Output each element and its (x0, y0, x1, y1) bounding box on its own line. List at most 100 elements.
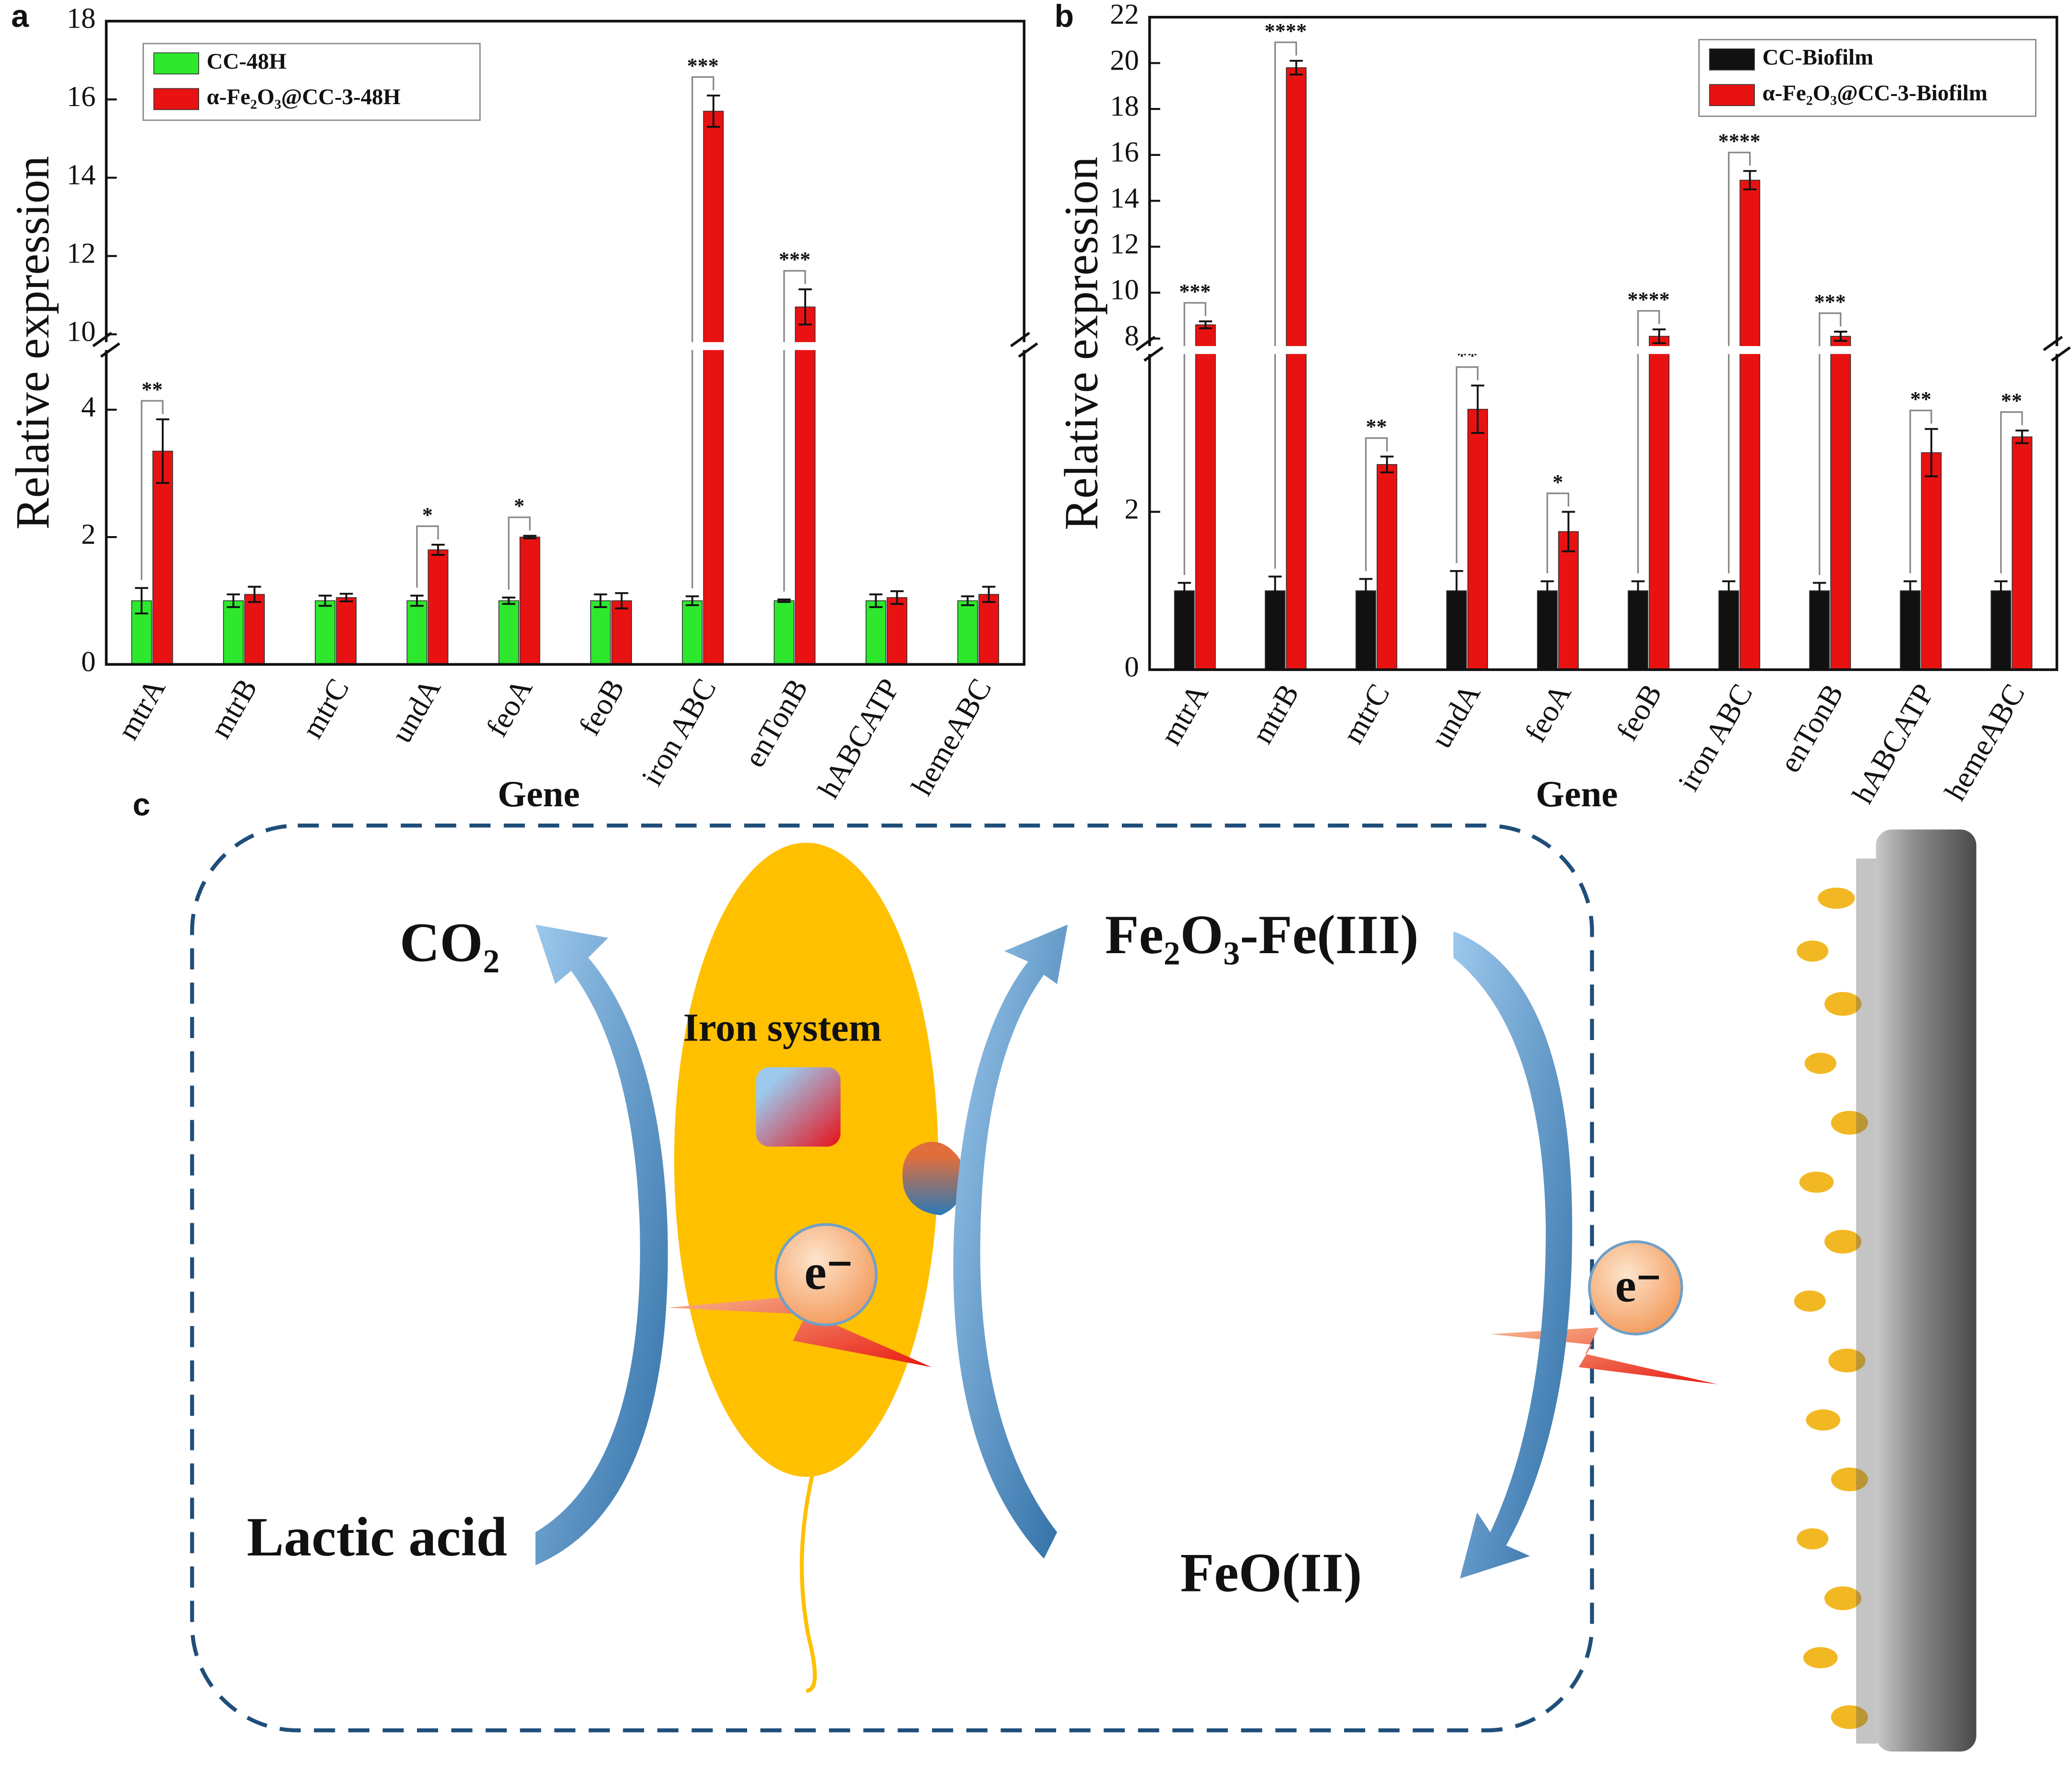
y-tick-label: 0 (81, 646, 95, 678)
y-tick-label: 4 (81, 391, 95, 423)
y-tick-label: 2 (81, 518, 95, 550)
x-tick-label: mtrB (1245, 678, 1306, 749)
bar (1739, 179, 1761, 670)
bar (315, 600, 336, 665)
y-tick-label: 2 (1124, 493, 1139, 525)
x-tick-label: undA (1424, 678, 1487, 753)
significance-bracket (508, 516, 531, 590)
x-axis-label: Gene (498, 773, 580, 814)
error-bar (1904, 580, 1917, 601)
significance-bracket (1546, 492, 1570, 574)
error-bar (502, 597, 515, 605)
error-bar (523, 535, 536, 539)
bar (682, 600, 703, 665)
error-bar (1722, 580, 1736, 601)
diagram: c e⁻ e⁻ CO₂ Iron system Fe₂O₃-Fe(III) La… (132, 787, 1977, 1752)
x-tick-label: enTonB (738, 673, 814, 773)
bar (519, 537, 540, 665)
significance-label: **** (1264, 19, 1307, 43)
error-bar (156, 418, 169, 484)
error-bar (1380, 455, 1394, 474)
legend-label: α-Fe₂O₃@CC-3-48H (207, 84, 401, 109)
error-bar (777, 598, 791, 603)
arrow (953, 924, 1068, 1559)
bar (1921, 452, 1942, 670)
significance-label: ** (1910, 387, 1931, 411)
x-tick-label: mtrB (203, 673, 264, 744)
axis-break-mark (100, 342, 120, 358)
axis-break-mark (1143, 346, 1164, 362)
x-tick-label: undA (384, 673, 447, 748)
lactic-label: Lactic acid (247, 1507, 507, 1568)
error-bar (1652, 328, 1666, 344)
significance-label: *** (1814, 290, 1846, 313)
bar (498, 600, 519, 665)
y-tick-label: 14 (67, 159, 96, 191)
axis-break-mark (2043, 335, 2063, 351)
bar (1900, 590, 1921, 670)
legend: CC-48H α-Fe₂O₃@CC-3-48H (143, 43, 481, 121)
error-bar (1471, 384, 1485, 434)
flagellum (799, 1472, 817, 1693)
bar (1830, 335, 1851, 670)
bar (886, 597, 907, 665)
axis-break (1151, 346, 2056, 354)
iron-system-label: Iron system (683, 1005, 882, 1049)
error-bar (1813, 582, 1826, 600)
fe3-label: Fe₂O₃-Fe(III) (1105, 904, 1418, 966)
x-tick-label: feoA (1518, 678, 1578, 748)
bar (428, 549, 449, 665)
error-bar (869, 593, 883, 608)
error-bar (226, 593, 240, 608)
legend: CC-Biofilm α-Fe₂O₃@CC-3-Biofilm (1698, 39, 2036, 117)
error-bar (798, 288, 812, 326)
legend-swatch (1709, 48, 1755, 71)
error-bar (1925, 428, 1938, 478)
error-bar (982, 586, 996, 603)
y-tick-label: 20 (1110, 44, 1139, 76)
legend-swatch (153, 52, 199, 74)
axis-break (107, 342, 1023, 350)
panel-label: c (132, 787, 150, 822)
co2-label: CO₂ (400, 912, 500, 974)
bar (1628, 590, 1649, 670)
electron-label: e⁻ (1615, 1260, 1661, 1312)
x-tick-label: feoA (480, 673, 539, 742)
electron (774, 1223, 878, 1327)
y-tick-label: 22 (1110, 0, 1139, 31)
error-bar (1631, 580, 1645, 601)
significance-bracket (1274, 41, 1297, 569)
y-tick-label: 16 (1110, 136, 1139, 168)
error-bar (1450, 570, 1464, 611)
arrow (1453, 931, 1572, 1579)
y-tick-label: 14 (1110, 182, 1139, 214)
error-bar (1359, 578, 1373, 604)
error-bar (1994, 580, 2008, 601)
y-tick-label: 10 (1110, 274, 1139, 306)
bar (590, 600, 611, 665)
significance-label: * (1553, 470, 1563, 494)
y-tick-label: 18 (1110, 90, 1139, 122)
error-bar (1268, 575, 1282, 606)
biofilm (1794, 858, 1878, 1744)
bolt (667, 1292, 932, 1367)
bar (1467, 408, 1488, 670)
y-tick-label: 0 (1124, 651, 1139, 683)
x-tick-label: mtrC (295, 673, 356, 744)
electron (1588, 1240, 1683, 1336)
bar (1990, 590, 2012, 670)
bar (223, 600, 244, 665)
error-bar (248, 586, 262, 603)
bar (774, 600, 795, 665)
x-tick-label: iron ABC (1671, 678, 1759, 797)
panel-label: a (11, 0, 29, 34)
error-bar (961, 595, 975, 606)
significance-bracket (416, 525, 439, 588)
significance-bracket (1637, 310, 1660, 574)
significance-label: *** (779, 248, 810, 271)
significance-bracket (1819, 312, 1842, 575)
bar (865, 600, 886, 665)
x-tick-label: hABCATP (811, 673, 906, 804)
